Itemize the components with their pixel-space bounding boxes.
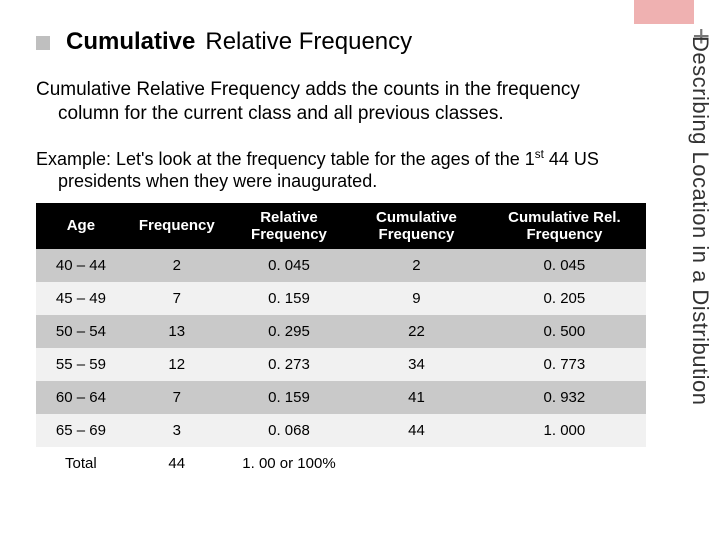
- table-cell-crel: 0. 205: [483, 282, 646, 315]
- corner-accent-bar: [634, 0, 694, 24]
- col-header-crel-bot: Frequency: [489, 226, 640, 243]
- table-cell-cum: 22: [350, 315, 483, 348]
- col-header-rel-top: Relative: [260, 209, 318, 226]
- example-text-sup: st: [535, 148, 544, 161]
- table-cell-age: 40 – 44: [36, 249, 126, 282]
- col-header-crel: Cumulative Rel.Frequency: [483, 203, 646, 249]
- table-cell-crel: [483, 447, 646, 480]
- table-cell-rel: 0. 295: [228, 315, 350, 348]
- slide-title-bold: Cumulative: [66, 28, 195, 56]
- slide-title-rest: Relative Frequency: [205, 28, 412, 56]
- frequency-table: Age Frequency RelativeFrequency Cumulati…: [36, 203, 646, 480]
- table-cell-freq: 3: [126, 414, 228, 447]
- table-row: 60 – 6470. 159410. 932: [36, 381, 646, 414]
- col-header-freq-top: Frequency: [139, 217, 215, 234]
- table-cell-rel: 0. 273: [228, 348, 350, 381]
- table-row: 50 – 54130. 295220. 500: [36, 315, 646, 348]
- table-row: 55 – 59120. 273340. 773: [36, 348, 646, 381]
- col-header-cum: CumulativeFrequency: [350, 203, 483, 249]
- col-header-cum-top: Cumulative: [376, 209, 457, 226]
- table-cell-age: Total: [36, 447, 126, 480]
- table-row: 40 – 4420. 04520. 045: [36, 249, 646, 282]
- table-cell-rel: 0. 068: [228, 414, 350, 447]
- example-text: Example: Let's look at the frequency tab…: [36, 148, 636, 193]
- table-cell-rel: 0. 045: [228, 249, 350, 282]
- table-cell-freq: 7: [126, 282, 228, 315]
- col-header-age-top: Age: [67, 217, 95, 234]
- example-paragraph: Example: Let's look at the frequency tab…: [36, 148, 636, 193]
- col-header-cum-bot: Frequency: [356, 226, 477, 243]
- table-cell-crel: 0. 773: [483, 348, 646, 381]
- side-section-label-text: Describing Location in a Distribution: [687, 36, 713, 405]
- col-header-rel: RelativeFrequency: [228, 203, 350, 249]
- definition-paragraph: Cumulative Relative Frequency adds the c…: [36, 78, 626, 126]
- table-row: Total441. 00 or 100%: [36, 447, 646, 480]
- table-cell-crel: 0. 500: [483, 315, 646, 348]
- table-cell-cum: [350, 447, 483, 480]
- frequency-table-header-row: Age Frequency RelativeFrequency Cumulati…: [36, 203, 646, 249]
- table-cell-cum: 9: [350, 282, 483, 315]
- table-cell-cum: 41: [350, 381, 483, 414]
- side-section-label: Describing Location in a Distribution: [686, 36, 714, 506]
- table-cell-rel: 0. 159: [228, 381, 350, 414]
- definition-text: Cumulative Relative Frequency adds the c…: [36, 78, 626, 126]
- table-cell-crel: 0. 045: [483, 249, 646, 282]
- slide-content: Cumulative Relative Frequency Cumulative…: [36, 28, 670, 480]
- table-cell-age: 55 – 59: [36, 348, 126, 381]
- table-cell-freq: 7: [126, 381, 228, 414]
- table-cell-rel: 1. 00 or 100%: [228, 447, 350, 480]
- frequency-table-body: 40 – 4420. 04520. 04545 – 4970. 15990. 2…: [36, 249, 646, 480]
- col-header-crel-top: Cumulative Rel.: [508, 209, 621, 226]
- example-text-pre: Example: Let's look at the frequency tab…: [36, 149, 535, 169]
- table-cell-age: 60 – 64: [36, 381, 126, 414]
- table-cell-age: 50 – 54: [36, 315, 126, 348]
- table-cell-rel: 0. 159: [228, 282, 350, 315]
- col-header-rel-bot: Frequency: [234, 226, 344, 243]
- table-cell-cum: 44: [350, 414, 483, 447]
- table-cell-cum: 34: [350, 348, 483, 381]
- slide-root: + Describing Location in a Distribution …: [0, 0, 720, 540]
- col-header-age: Age: [36, 203, 126, 249]
- table-cell-freq: 12: [126, 348, 228, 381]
- table-cell-freq: 44: [126, 447, 228, 480]
- bullet-square-icon: [36, 36, 50, 50]
- table-cell-freq: 2: [126, 249, 228, 282]
- table-cell-crel: 0. 932: [483, 381, 646, 414]
- table-cell-freq: 13: [126, 315, 228, 348]
- slide-title: Cumulative Relative Frequency: [36, 28, 670, 56]
- col-header-freq: Frequency: [126, 203, 228, 249]
- table-cell-age: 65 – 69: [36, 414, 126, 447]
- table-row: 45 – 4970. 15990. 205: [36, 282, 646, 315]
- table-cell-age: 45 – 49: [36, 282, 126, 315]
- table-cell-crel: 1. 000: [483, 414, 646, 447]
- table-cell-cum: 2: [350, 249, 483, 282]
- frequency-table-head: Age Frequency RelativeFrequency Cumulati…: [36, 203, 646, 249]
- table-row: 65 – 6930. 068441. 000: [36, 414, 646, 447]
